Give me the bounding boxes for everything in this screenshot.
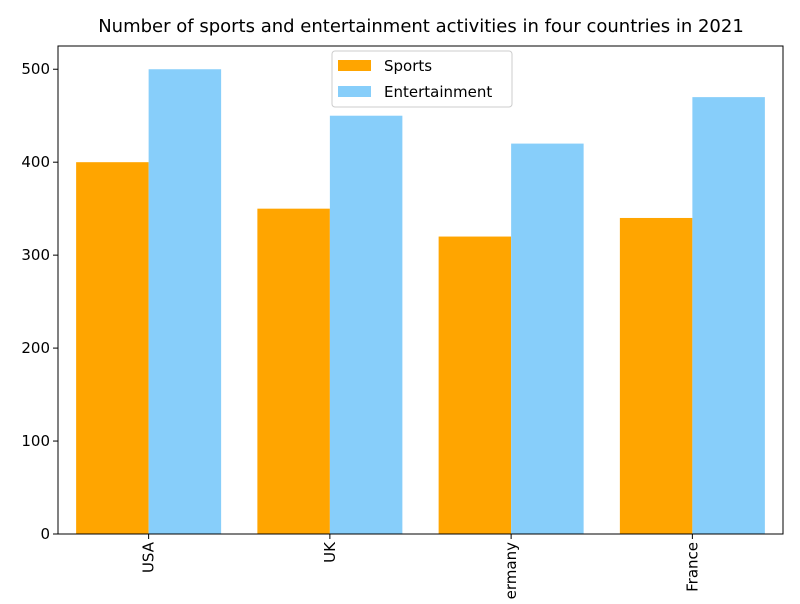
x-tick-label-uk: UK [321, 541, 339, 563]
bar-sports-germany [438, 236, 512, 535]
y-tick-label: 100 [21, 432, 50, 450]
bar-entertainment-germany [511, 143, 584, 534]
bars-layer [76, 69, 765, 535]
bar-sports-usa [76, 162, 149, 534]
legend-label-sports: Sports [384, 57, 432, 75]
y-tick-label: 500 [21, 60, 50, 78]
x-tick-label-germany: Germany [502, 542, 520, 600]
y-tick-label: 200 [21, 339, 50, 357]
legend-swatch-sports [338, 60, 371, 71]
x-tick-label-usa: USA [140, 541, 158, 573]
bar-sports-france [619, 217, 693, 534]
axes-layer: 0 100 200 300 400 500 USA UK Germany France [21, 45, 784, 604]
bar-sports-uk [257, 208, 330, 534]
legend-swatch-entertainment [338, 86, 371, 97]
chart-title: Number of sports and entertainment activ… [98, 16, 744, 37]
bar-entertainment-usa [148, 69, 222, 534]
bar-entertainment-france [692, 97, 765, 534]
legend-label-entertainment: Entertainment [384, 83, 492, 101]
plot-frame [57, 45, 784, 535]
legend-box [331, 50, 513, 108]
y-tick-label: 0 [40, 525, 50, 543]
legend: Sports Entertainment [331, 50, 513, 108]
x-tick-label-france: France [683, 542, 701, 592]
y-tick-label: 400 [21, 153, 50, 171]
y-tick-label: 300 [21, 246, 50, 264]
bar-entertainment-uk [329, 115, 403, 534]
